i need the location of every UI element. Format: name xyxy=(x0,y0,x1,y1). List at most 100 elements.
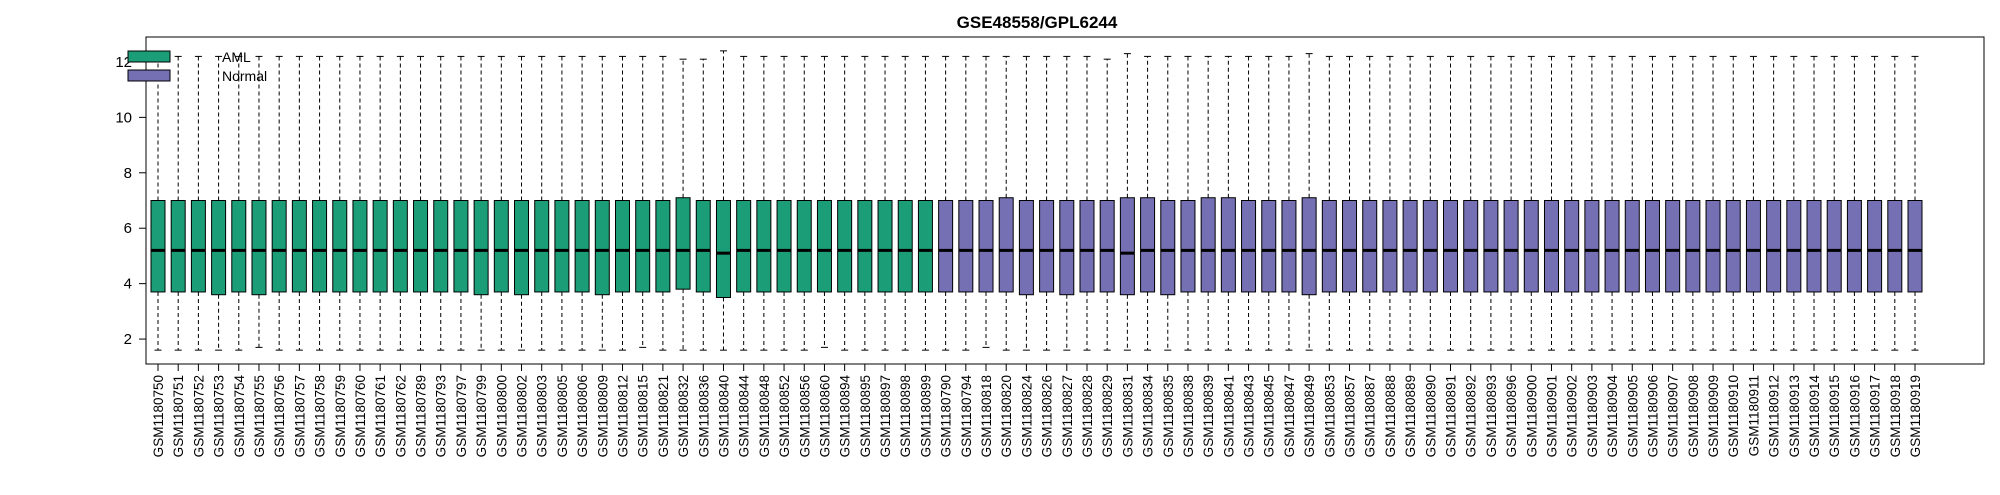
box-GSM1180860 xyxy=(816,55,832,348)
box-GSM1180799 xyxy=(473,55,489,351)
box-GSM1180820 xyxy=(998,55,1014,351)
x-tick-label: GSM1180834 xyxy=(1141,375,1156,458)
x-tick-label: GSM1180826 xyxy=(1040,375,1055,457)
legend-label-normal: Normal xyxy=(222,68,267,84)
x-tick-label: GSM1180838 xyxy=(1181,375,1196,457)
x-tick-label: GSM1180762 xyxy=(393,375,408,457)
box-body xyxy=(514,200,530,296)
x-tick-label: GSM1180839 xyxy=(1201,375,1216,457)
box-GSM1180907 xyxy=(1665,55,1681,351)
y-tick-label: 4 xyxy=(124,276,132,293)
box-body xyxy=(1342,200,1358,293)
box-GSM1180905 xyxy=(1624,55,1640,351)
x-tick-label: GSM1180806 xyxy=(575,375,590,457)
box-GSM1180840 xyxy=(715,50,731,351)
box-GSM1180756 xyxy=(271,55,287,351)
box-body xyxy=(1644,200,1660,293)
x-tick-label: GSM1180840 xyxy=(716,375,731,457)
box-body xyxy=(1281,200,1297,293)
box-body xyxy=(1786,200,1802,293)
box-body xyxy=(594,200,610,296)
box-GSM1180918 xyxy=(1887,55,1903,351)
box-GSM1180812 xyxy=(614,55,630,351)
box-body xyxy=(635,200,651,293)
x-tick-label: GSM1180857 xyxy=(1343,375,1358,457)
box-GSM1180914 xyxy=(1806,55,1822,351)
box-GSM1180759 xyxy=(332,55,348,351)
x-tick-label: GSM1180891 xyxy=(1444,375,1459,457)
x-tick-label: GSM1180750 xyxy=(151,375,166,457)
box-GSM1180757 xyxy=(291,55,307,351)
x-tick-label: GSM1180800 xyxy=(494,375,509,457)
box-GSM1180826 xyxy=(1039,55,1055,351)
x-tick-label: GSM1180895 xyxy=(858,375,873,457)
box-GSM1180910 xyxy=(1725,55,1741,351)
box-GSM1180755 xyxy=(251,55,267,348)
x-tick-label: GSM1180828 xyxy=(1080,375,1095,457)
box-GSM1180809 xyxy=(594,55,610,351)
box-body xyxy=(897,200,913,293)
box-body xyxy=(211,200,227,296)
x-tick-label: GSM1180908 xyxy=(1686,375,1701,457)
box-GSM1180856 xyxy=(796,55,812,351)
x-tick-label: GSM1180892 xyxy=(1464,375,1479,457)
x-tick-label: GSM1180849 xyxy=(1302,375,1317,457)
x-tick-label: GSM1180758 xyxy=(313,375,328,457)
box-GSM1180857 xyxy=(1342,55,1358,351)
box-body xyxy=(857,200,873,293)
legend-swatch-aml xyxy=(127,50,171,63)
box-GSM1180753 xyxy=(211,55,227,351)
box-body xyxy=(1826,200,1842,293)
x-tick-label: GSM1180889 xyxy=(1403,375,1418,457)
x-tick-label: GSM1180904 xyxy=(1605,375,1620,458)
box-body xyxy=(433,200,449,293)
x-tick-label: GSM1180893 xyxy=(1484,375,1499,457)
x-tick-label: GSM1180911 xyxy=(1746,375,1761,456)
box-GSM1180824 xyxy=(1018,55,1034,351)
legend-label-aml: AML xyxy=(222,49,251,65)
box-GSM1180898 xyxy=(897,55,913,351)
box-body xyxy=(978,200,994,293)
box-body xyxy=(776,200,792,293)
box-body xyxy=(675,197,691,290)
box-body xyxy=(1362,200,1378,293)
box-GSM1180900 xyxy=(1523,55,1539,351)
x-tick-label: GSM1180853 xyxy=(1322,375,1337,457)
box-GSM1180836 xyxy=(695,58,711,351)
box-GSM1180911 xyxy=(1745,55,1761,351)
box-GSM1180913 xyxy=(1786,55,1802,351)
x-tick-label: GSM1180919 xyxy=(1908,375,1923,457)
box-body xyxy=(352,200,368,293)
box-GSM1180896 xyxy=(1503,55,1519,351)
box-body xyxy=(1523,200,1539,293)
x-tick-label: GSM1180906 xyxy=(1645,375,1660,457)
box-body xyxy=(1301,197,1317,296)
legend: AML Normal xyxy=(127,49,267,84)
x-tick-label: GSM1180898 xyxy=(898,375,913,457)
box-body xyxy=(695,200,711,293)
box-body xyxy=(251,200,267,296)
box-body xyxy=(1483,200,1499,293)
box-body xyxy=(574,200,590,293)
box-GSM1180827 xyxy=(1059,55,1075,351)
box-GSM1180762 xyxy=(392,55,408,351)
box-GSM1180797 xyxy=(453,55,469,351)
box-GSM1180829 xyxy=(1099,58,1115,351)
x-tick-label: GSM1180790 xyxy=(939,375,954,457)
box-body xyxy=(1604,200,1620,293)
box-body xyxy=(1907,200,1923,293)
x-tick-label: GSM1180824 xyxy=(1019,375,1034,458)
x-axis-labels: GSM1180750 GSM1180751 GSM1180752 GSM1180753… xyxy=(151,364,1923,457)
y-tick-label: 6 xyxy=(124,220,132,237)
box-GSM1180890 xyxy=(1422,55,1438,351)
box-body xyxy=(1543,200,1559,293)
box-GSM1180895 xyxy=(857,55,873,351)
box-body xyxy=(837,200,853,293)
x-tick-label: GSM1180901 xyxy=(1544,375,1559,457)
box-GSM1180897 xyxy=(877,55,893,351)
box-body xyxy=(392,200,408,293)
box-body xyxy=(1140,197,1156,293)
box-body xyxy=(231,200,247,293)
box-body xyxy=(271,200,287,293)
